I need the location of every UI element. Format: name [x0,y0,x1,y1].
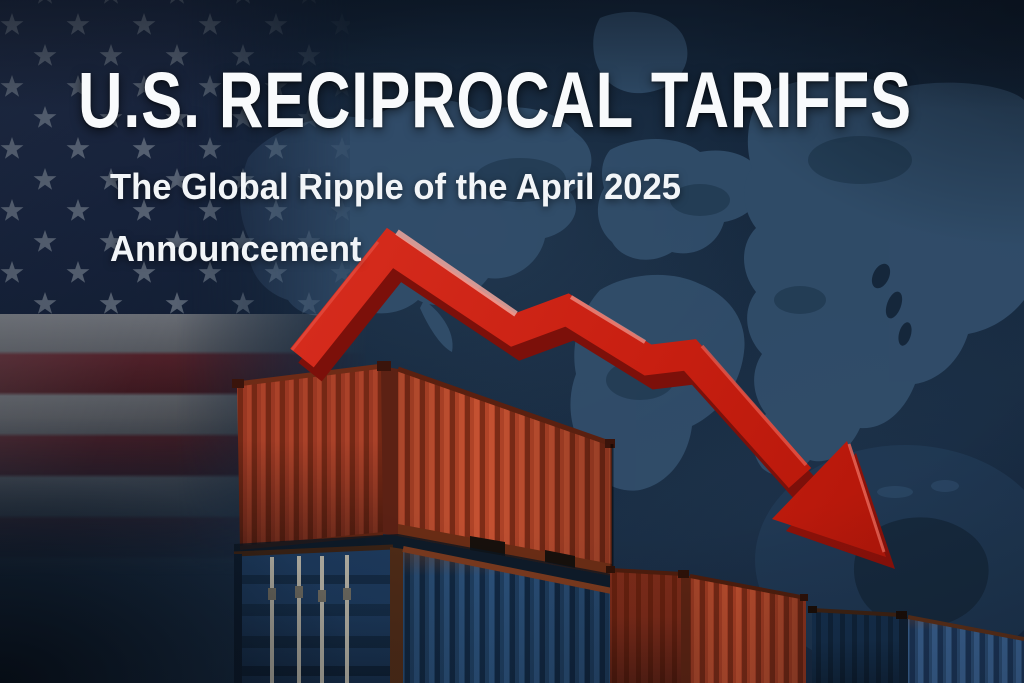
red-container-right [606,566,808,683]
banner-subtitle: The Global Ripple of the April 2025 Anno… [110,156,681,280]
banner-title: U.S. RECIPROCAL TARIFFS [78,55,912,144]
blue-container-right [808,606,1024,683]
banner-subtitle-line2: Announcement [110,228,362,269]
container-stack-main [232,361,615,683]
banner-subtitle-line1: The Global Ripple of the April 2025 [110,166,681,207]
